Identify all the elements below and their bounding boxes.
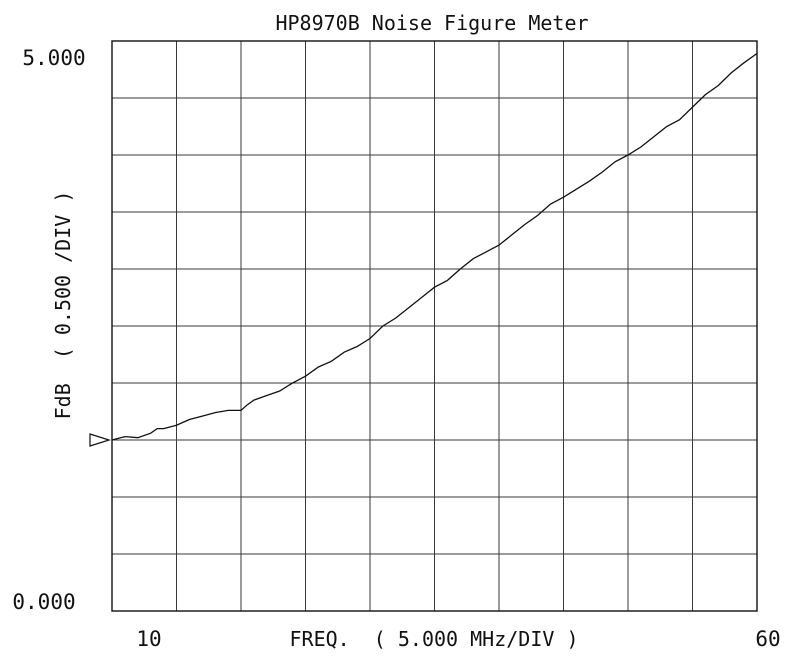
y-tick-label-min: 0.000 <box>12 590 75 614</box>
grid <box>112 41 757 611</box>
x-axis-label: FREQ. ( 5.000 MHz/DIV ) <box>290 627 579 651</box>
y-tick-label-max: 5.000 <box>22 46 85 70</box>
series-line-0 <box>111 52 758 441</box>
reference-level-marker <box>89 433 111 447</box>
plot-frame <box>111 40 758 612</box>
y-axis-label: FdB ( 0.500 /DIV ) <box>51 191 75 420</box>
x-tick-label-max: 60 <box>755 627 780 651</box>
noise-figure-trace <box>111 52 758 441</box>
x-tick-label-min: 10 <box>136 627 161 651</box>
chart-title: HP8970B Noise Figure Meter <box>275 11 588 35</box>
